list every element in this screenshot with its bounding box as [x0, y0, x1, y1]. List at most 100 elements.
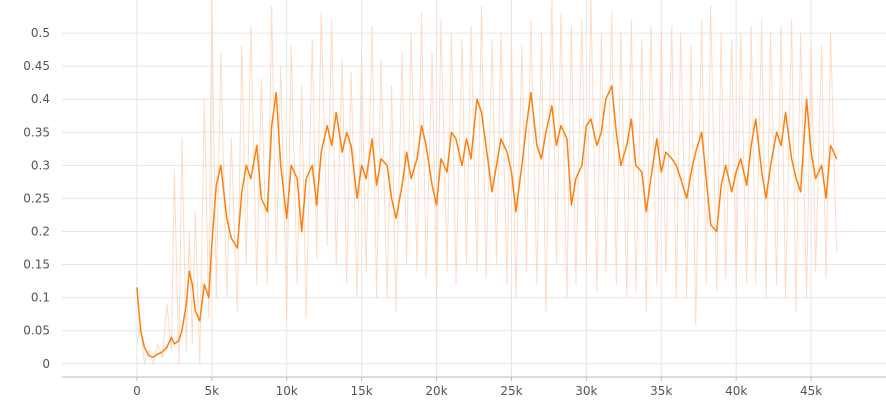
- smoothed-data-point: [215, 184, 217, 186]
- raw-data-point: [720, 32, 722, 34]
- raw-data-point: [286, 316, 288, 319]
- smoothed-data-point: [148, 355, 150, 357]
- smoothed-data-point: [620, 164, 622, 166]
- smoothed-data-point: [256, 144, 258, 147]
- smoothed-data-point: [431, 184, 433, 186]
- raw-data-point: [671, 25, 673, 28]
- raw-data-point: [136, 343, 138, 345]
- smoothed-data-point: [241, 191, 243, 193]
- smoothed-data-point: [675, 164, 677, 166]
- raw-data-point: [335, 263, 337, 266]
- raw-data-point: [521, 45, 523, 47]
- smoothed-data-point: [245, 164, 247, 166]
- smoothed-data-point: [686, 197, 688, 200]
- smoothed-data-point: [585, 125, 587, 127]
- raw-data-point: [341, 58, 343, 61]
- raw-data-point: [829, 32, 832, 34]
- raw-data-point: [230, 138, 232, 140]
- raw-series: [136, 0, 838, 365]
- raw-data-point: [271, 6, 273, 8]
- smoothed-data-point: [521, 164, 523, 166]
- smoothed-data-point: [446, 171, 448, 173]
- y-tick-label: 0.3: [31, 158, 50, 172]
- smoothed-data-point: [641, 171, 643, 173]
- smoothed-data-point: [461, 164, 463, 166]
- smoothed-data-point: [356, 197, 358, 200]
- smoothed-data-point: [560, 125, 562, 127]
- raw-data-point: [585, 270, 587, 272]
- raw-data-point: [185, 349, 187, 352]
- smoothed-data-point: [157, 353, 159, 355]
- raw-data-point: [825, 277, 827, 279]
- smoothed-data-point: [181, 330, 183, 332]
- smoothed-data-point: [575, 177, 577, 180]
- raw-data-point: [536, 283, 538, 286]
- raw-data-point: [215, 297, 217, 299]
- smoothed-data-point: [735, 171, 737, 173]
- raw-data-point: [346, 283, 348, 286]
- smoothed-data-point: [326, 125, 328, 127]
- smoothed-data-point: [671, 158, 673, 160]
- y-tick-label: 0.5: [31, 26, 50, 40]
- smoothed-data-point: [401, 184, 403, 186]
- smoothed-data-point: [770, 164, 772, 166]
- smoothed-data-point: [725, 164, 727, 166]
- raw-data-point: [776, 283, 778, 286]
- raw-data-point: [199, 363, 201, 365]
- raw-data-point: [495, 263, 498, 266]
- raw-data-point: [795, 310, 797, 312]
- raw-data-point: [814, 270, 817, 272]
- smoothed-data-point: [311, 164, 313, 166]
- smoothed-data-point: [143, 346, 145, 348]
- raw-data-point: [641, 39, 643, 41]
- raw-data-point: [785, 297, 787, 299]
- smoothed-data-point: [485, 144, 487, 147]
- raw-data-point: [245, 263, 247, 266]
- smoothed-data-point: [600, 131, 602, 133]
- raw-data-point: [680, 32, 682, 34]
- raw-data-point: [761, 19, 763, 21]
- smoothed-data-point: [611, 85, 613, 87]
- smoothed-data-point: [500, 138, 502, 140]
- raw-data-point: [143, 363, 145, 365]
- smoothed-data-point: [185, 303, 187, 305]
- raw-data-point: [350, 72, 352, 74]
- smoothed-data-point: [191, 283, 193, 286]
- smoothed-data-point: [331, 144, 333, 147]
- raw-data-point: [173, 171, 175, 173]
- smoothed-data-point: [395, 217, 397, 219]
- raw-data-point: [805, 297, 808, 299]
- raw-data-point: [465, 263, 468, 266]
- smoothed-data-point: [825, 197, 827, 200]
- raw-data-point: [395, 310, 397, 312]
- raw-data-point: [152, 363, 154, 365]
- raw-data-point: [695, 323, 697, 325]
- raw-data-point: [361, 52, 363, 54]
- smoothed-data-point: [814, 177, 817, 180]
- smoothed-data-point: [152, 356, 154, 358]
- y-tick-label: 0.4: [31, 92, 50, 106]
- raw-data-point: [416, 270, 418, 272]
- smoothed-data-point: [829, 144, 832, 147]
- raw-data-point: [611, 12, 613, 14]
- x-tick-label: 20k: [425, 384, 447, 398]
- raw-data-point: [220, 52, 222, 54]
- smoothed-data-point: [555, 144, 558, 147]
- x-tick-label: 35k: [650, 384, 672, 398]
- raw-data-point: [305, 316, 307, 319]
- raw-data-point: [391, 85, 393, 87]
- smoothed-data-point: [199, 320, 201, 322]
- raw-data-point: [605, 270, 607, 272]
- y-tick-labels: 0 0.05 0.1 0.15 0.2 0.25 0.3 0.35 0.4 0.45 0.5: [23, 26, 50, 371]
- smoothed-data-point: [470, 158, 472, 160]
- x-tick-label: 40k: [725, 384, 747, 398]
- smoothed-data-point: [570, 204, 572, 206]
- raw-data-point: [208, 316, 210, 319]
- raw-data-point: [260, 78, 262, 80]
- smoothed-data-point: [716, 230, 718, 233]
- smoothed-data-point: [746, 184, 748, 186]
- smoothed-data-point: [455, 138, 457, 140]
- smoothed-data-point: [566, 138, 568, 140]
- smoothed-series-line: [136, 85, 838, 358]
- raw-data-point: [480, 6, 483, 8]
